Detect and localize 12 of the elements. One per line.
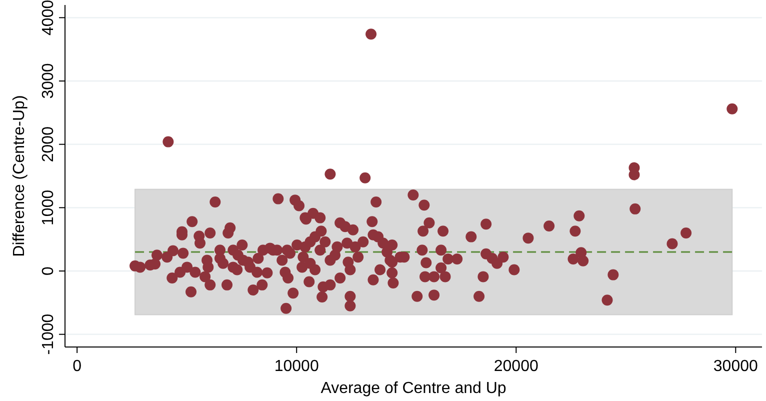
- y-tick-label: 0: [40, 266, 57, 276]
- y-tick-label: -1000: [40, 314, 57, 355]
- y-tick-label: 3000: [40, 63, 57, 99]
- x-tick-label: 0: [72, 358, 82, 375]
- x-tick-label: 30000: [713, 358, 758, 375]
- x-tick-label: 10000: [274, 358, 319, 375]
- y-tick-label: 1000: [40, 190, 57, 226]
- y-tick-label: 4000: [40, 0, 57, 36]
- x-axis-title: Average of Centre and Up: [320, 380, 506, 397]
- x-tick-label: 20000: [494, 358, 538, 375]
- y-axis-title: Difference (Centre-Up): [11, 95, 28, 257]
- y-tick-label: 2000: [40, 126, 57, 162]
